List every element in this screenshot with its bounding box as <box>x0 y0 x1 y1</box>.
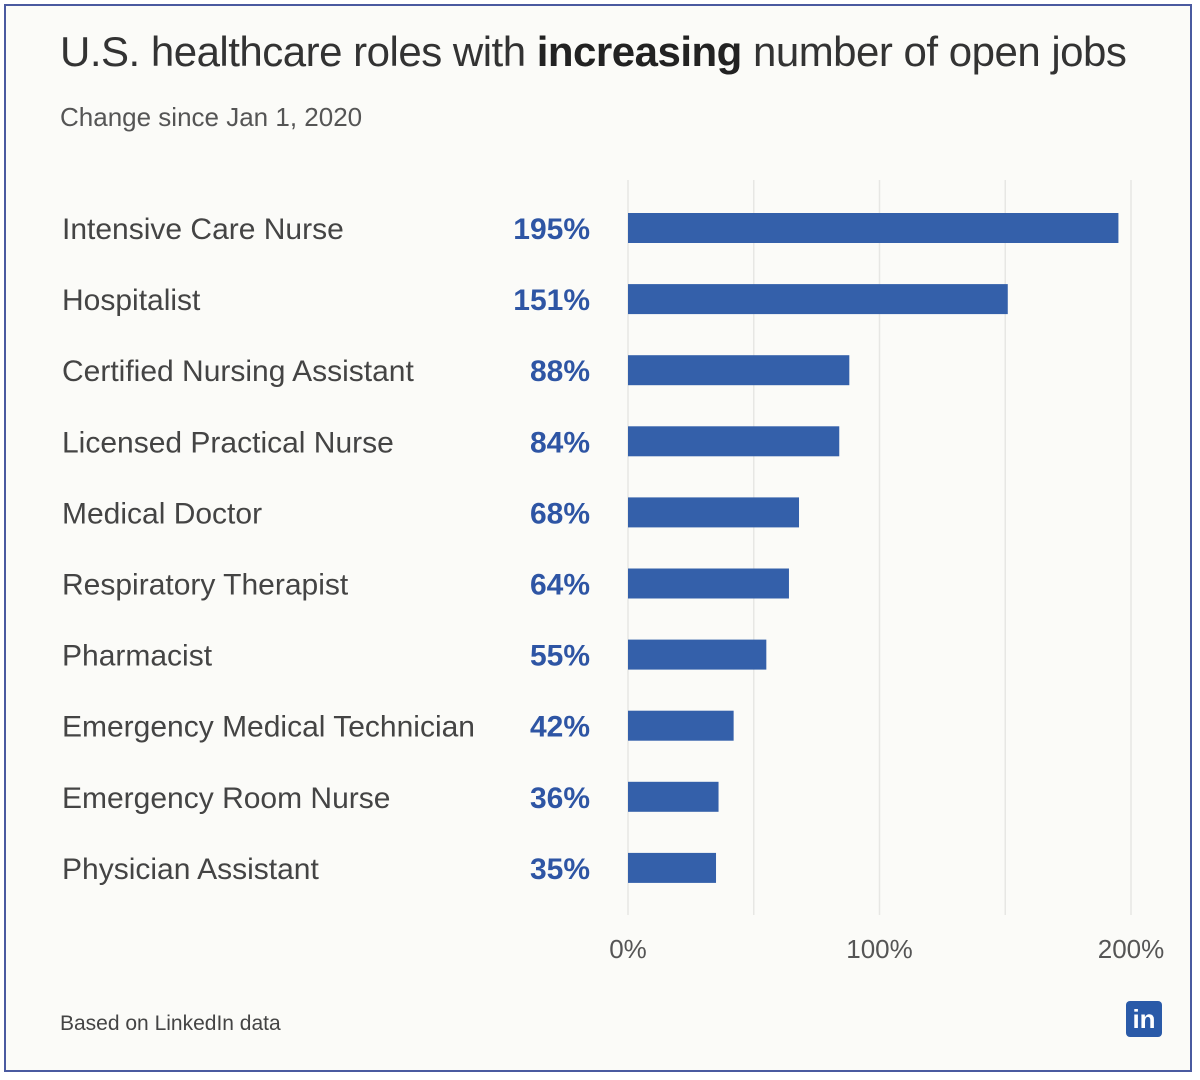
value-label: 88% <box>530 355 590 388</box>
bar <box>628 213 1119 243</box>
value-label: 195% <box>513 213 590 246</box>
value-label: 84% <box>530 426 590 459</box>
value-label: 36% <box>530 782 590 815</box>
bar <box>628 355 850 386</box>
category-label: Intensive Care Nurse <box>62 213 344 246</box>
bar <box>628 639 767 670</box>
title-prefix: U.S. healthcare roles with <box>60 28 537 75</box>
source-note: Based on LinkedIn data <box>60 1012 281 1035</box>
value-label: 64% <box>530 569 590 602</box>
category-label: Pharmacist <box>62 640 213 673</box>
chart-subtitle: Change since Jan 1, 2020 <box>60 102 363 132</box>
category-label: Medical Doctor <box>62 497 262 530</box>
value-label: 42% <box>530 711 590 744</box>
bar <box>628 568 789 599</box>
category-label: Certified Nursing Assistant <box>62 355 414 388</box>
bar <box>628 852 717 883</box>
category-label: Physician Assistant <box>62 853 319 886</box>
chart-frame <box>4 4 1192 1072</box>
category-label: Licensed Practical Nurse <box>62 426 394 459</box>
bar <box>628 426 840 457</box>
x-tick-label: 200% <box>1098 934 1165 964</box>
chart-title: U.S. healthcare roles with increasing nu… <box>60 28 1127 76</box>
category-label: Emergency Room Nurse <box>62 782 390 815</box>
bar <box>628 781 719 812</box>
linkedin-logo-icon: in <box>1126 1001 1162 1037</box>
category-label: Hospitalist <box>62 284 201 317</box>
value-label: 35% <box>530 853 590 886</box>
title-emphasis: increasing <box>536 28 743 75</box>
value-label: 151% <box>513 284 590 317</box>
bar <box>628 497 800 528</box>
category-label: Respiratory Therapist <box>62 569 349 602</box>
category-label: Emergency Medical Technician <box>62 711 475 744</box>
value-label: 68% <box>530 497 590 530</box>
bar <box>628 284 1008 315</box>
bar <box>628 710 734 741</box>
value-label: 55% <box>530 640 590 673</box>
x-tick-label: 0% <box>609 934 647 964</box>
title-suffix: number of open jobs <box>741 28 1127 75</box>
x-tick-label: 100% <box>846 934 913 964</box>
